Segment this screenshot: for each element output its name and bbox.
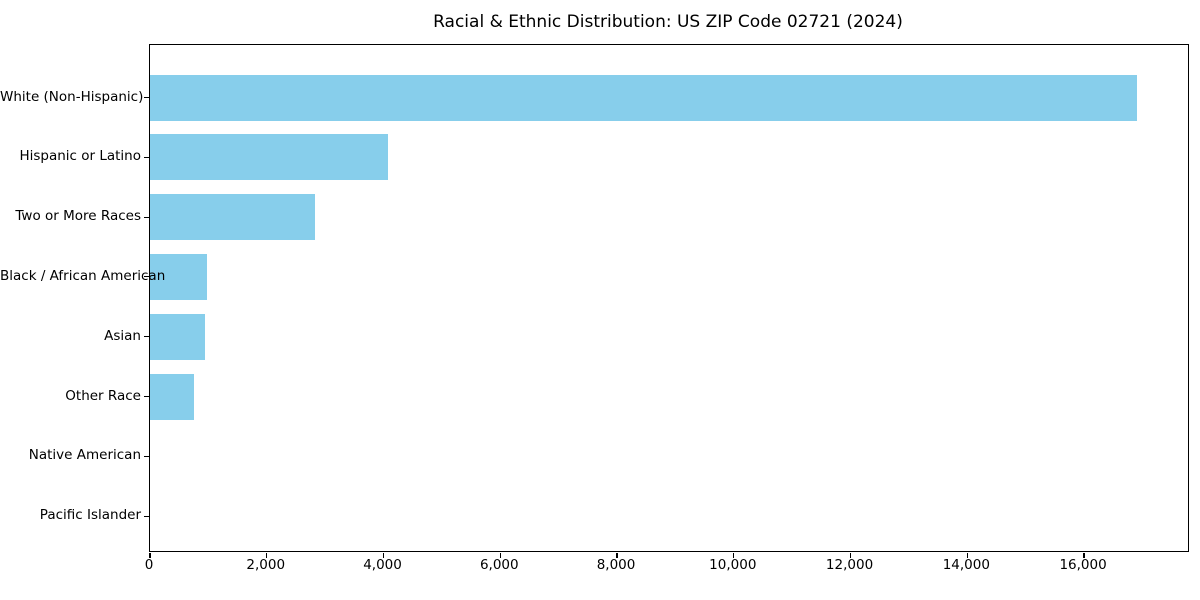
y-tick-mark [144,515,149,517]
y-tick-mark [144,96,149,99]
y-tick-label: Pacific Islander [39,507,141,524]
x-tick-mark [966,553,968,558]
y-tick-mark [144,336,149,338]
y-tick-mark [144,156,149,158]
y-tick-label: Black / African American [0,267,166,284]
x-tick-mark [616,553,618,558]
bar [150,194,316,241]
y-tick-label: Hispanic or Latino [19,148,141,165]
y-tick-label: Other Race [65,387,141,404]
y-tick-label: Native American [28,447,141,464]
y-tick-mark [144,395,149,398]
x-tick-mark [149,553,151,558]
x-tick-label: 4,000 [363,557,402,573]
bar [150,313,205,360]
bar [150,74,1137,121]
chart-title: Racial & Ethnic Distribution: US ZIP Cod… [433,12,903,32]
x-tick-label: 14,000 [942,557,990,573]
x-tick-mark [266,553,268,558]
bar [150,134,389,181]
x-tick-label: 2,000 [246,557,286,573]
plot-area [144,44,1189,558]
x-tick-mark [1083,553,1085,558]
x-tick-label: 10,000 [709,557,757,573]
x-tick-mark [733,553,735,558]
y-tick-label: White (Non-Hispanic) [0,88,144,105]
y-tick-label: Asian [104,327,141,344]
y-tick-mark [144,455,149,457]
x-tick-mark [849,553,852,558]
y-tick-mark [144,276,149,278]
x-tick-label: 6,000 [479,557,519,573]
bar [150,373,194,420]
x-tick-label: 16,000 [1059,557,1107,573]
x-tick-mark [382,553,385,558]
bar [150,253,208,300]
x-tick-label: 8,000 [596,557,636,573]
x-tick-label: 0 [144,557,154,573]
y-tick-mark [144,216,149,218]
x-tick-mark [499,553,501,558]
x-tick-label: 12,000 [825,557,874,573]
y-tick-label: Two or More Races [15,208,141,225]
